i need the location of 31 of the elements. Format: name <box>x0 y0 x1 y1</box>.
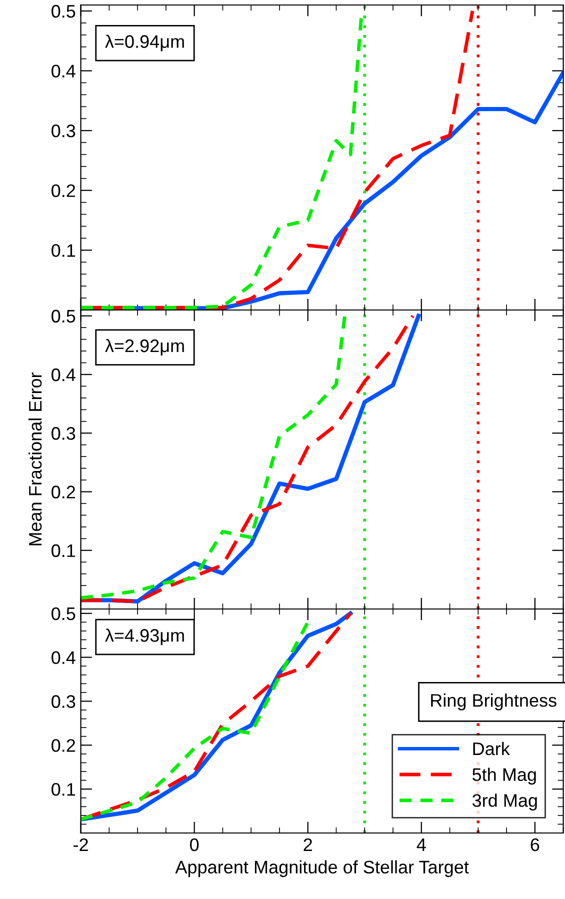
legend-label: 5th Mag <box>472 768 536 785</box>
annotation: λ=4.93μm <box>105 628 184 646</box>
x-tick-label: 4 <box>416 838 426 851</box>
y-tick-label: 0.4 <box>52 368 76 382</box>
legend-label: Dark <box>473 742 510 756</box>
y-tick-label: 0.2 <box>52 184 76 198</box>
y-tick-label: 0.3 <box>52 695 76 708</box>
y-tick-label: 0.4 <box>52 651 76 664</box>
x-axis-title: Apparent Magnitude of Stellar Target <box>175 860 469 878</box>
legend-title: Ring Brightness <box>431 694 556 710</box>
annotation: λ=0.94μm <box>105 34 184 52</box>
x-tick-label: -2 <box>74 838 88 851</box>
legend-label: 3rd Mag <box>472 794 537 810</box>
annotation: λ=2.92μm <box>105 338 184 356</box>
y-tick-label: 0.2 <box>52 486 76 498</box>
line-series <box>80 620 310 822</box>
y-axis-title: Mean Fractional Error <box>28 372 42 546</box>
y-tick-label: 0.1 <box>52 544 76 558</box>
x-tick-label: 2 <box>304 838 312 851</box>
x-tick-label: 0 <box>190 838 199 852</box>
x-tick-label: 6 <box>530 838 540 852</box>
line-series <box>80 314 346 600</box>
y-tick-label: 0.5 <box>52 607 76 620</box>
y-tick-label: 0.4 <box>52 64 76 78</box>
y-tick-label: 0.1 <box>52 783 76 796</box>
y-tick-label: 0.5 <box>52 4 76 18</box>
y-tick-label: 0.2 <box>52 739 76 752</box>
y-tick-label: 0.5 <box>52 310 76 323</box>
y-tick-label: 0.1 <box>52 244 76 257</box>
y-tick-label: 0.3 <box>52 124 76 138</box>
y-tick-label: 0.3 <box>52 427 76 440</box>
